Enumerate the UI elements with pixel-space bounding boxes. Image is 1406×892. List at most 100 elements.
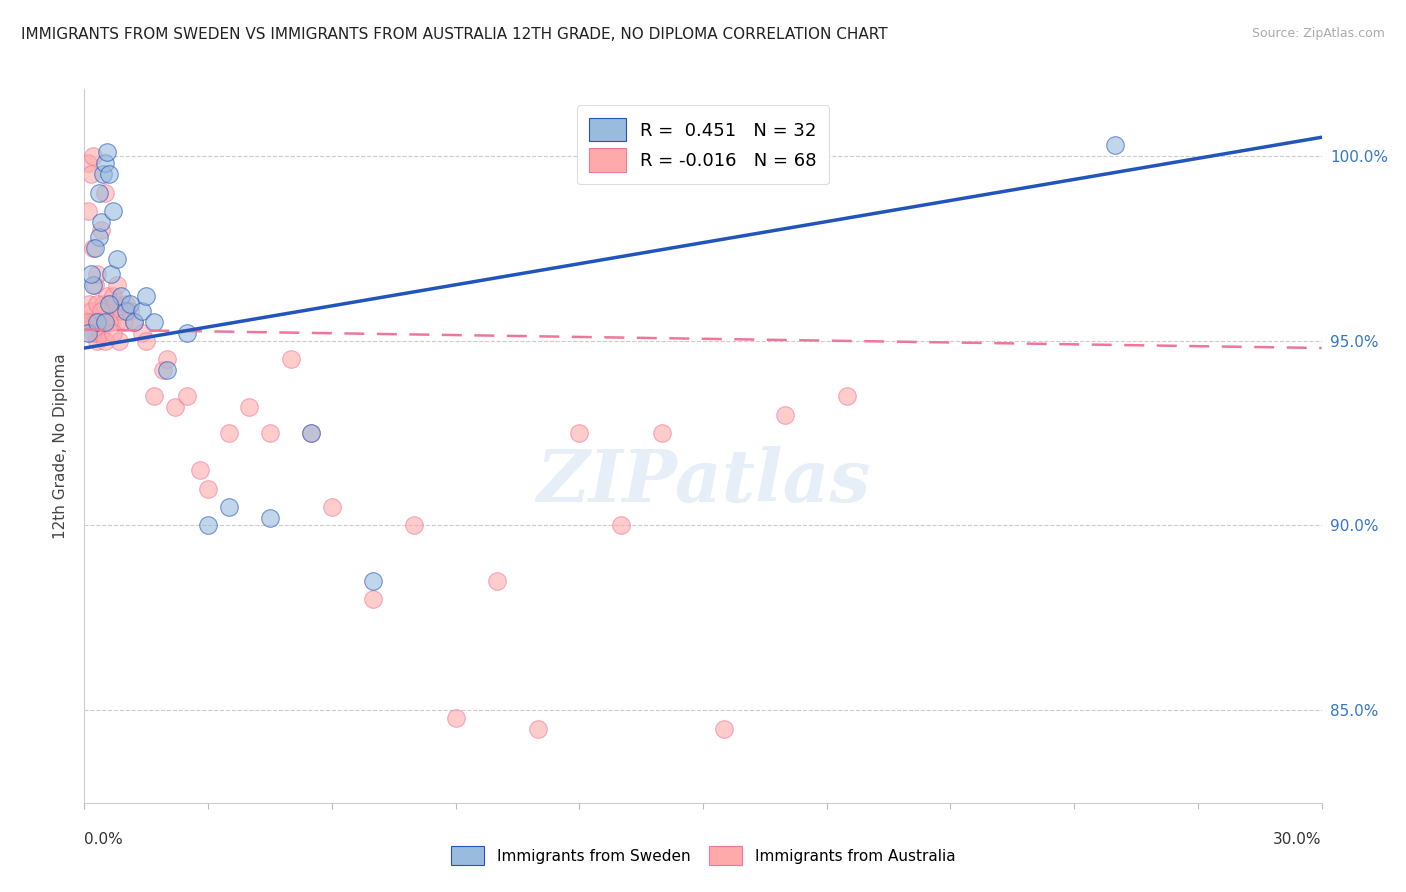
Point: [103, 326, 125, 341]
Point: [259, 511, 281, 525]
Point: [114, 304, 136, 318]
Y-axis label: 12th Grade, No Diploma: 12th Grade, No Diploma: [53, 353, 69, 539]
Point: [568, 425, 591, 440]
Point: [83, 315, 105, 329]
Point: [404, 518, 426, 533]
Point: [165, 400, 187, 414]
Point: [98, 315, 121, 329]
Point: [259, 425, 281, 440]
Point: [218, 425, 240, 440]
Point: [775, 408, 797, 422]
Point: [103, 204, 125, 219]
Text: Source: ZipAtlas.com: Source: ZipAtlas.com: [1251, 27, 1385, 40]
Point: [105, 315, 128, 329]
Point: [103, 289, 125, 303]
Point: [77, 326, 100, 341]
Point: [118, 304, 141, 318]
Legend: Immigrants from Sweden, Immigrants from Australia: Immigrants from Sweden, Immigrants from …: [444, 840, 962, 871]
Point: [87, 186, 110, 200]
Text: 0.0%: 0.0%: [84, 832, 124, 847]
Point: [82, 278, 104, 293]
Point: [197, 482, 219, 496]
Point: [90, 315, 112, 329]
Point: [131, 326, 153, 341]
Point: [280, 352, 302, 367]
Point: [131, 304, 153, 318]
Point: [82, 315, 104, 329]
Point: [83, 241, 105, 255]
Point: [98, 296, 121, 310]
Point: [94, 315, 117, 329]
Point: [104, 296, 127, 310]
Point: [79, 296, 101, 310]
Point: [122, 315, 145, 329]
Point: [361, 592, 384, 607]
Point: [86, 334, 108, 348]
Point: [143, 389, 166, 403]
Point: [79, 304, 101, 318]
Point: [609, 518, 631, 533]
Point: [91, 296, 114, 310]
Point: [87, 230, 110, 244]
Point: [112, 315, 135, 329]
Point: [135, 334, 157, 348]
Point: [100, 315, 122, 329]
Point: [527, 722, 550, 736]
Point: [197, 518, 219, 533]
Point: [837, 389, 859, 403]
Point: [122, 315, 145, 329]
Text: ZIPatlas: ZIPatlas: [536, 446, 870, 517]
Point: [79, 167, 101, 181]
Point: [82, 326, 104, 341]
Point: [152, 363, 174, 377]
Point: [444, 711, 467, 725]
Point: [118, 296, 141, 310]
Point: [299, 425, 322, 440]
Point: [110, 304, 132, 318]
Point: [86, 296, 108, 310]
Point: [100, 267, 122, 281]
Point: [90, 223, 112, 237]
Point: [90, 326, 112, 341]
Point: [105, 278, 128, 293]
Point: [361, 574, 384, 588]
Point: [485, 574, 508, 588]
Point: [110, 289, 132, 303]
Point: [83, 278, 105, 293]
Point: [75, 315, 97, 329]
Point: [156, 363, 179, 377]
Point: [188, 463, 211, 477]
Point: [98, 167, 121, 181]
Point: [84, 326, 107, 341]
Point: [98, 296, 121, 310]
Point: [299, 425, 322, 440]
Text: 30.0%: 30.0%: [1274, 832, 1322, 847]
Point: [96, 289, 118, 303]
Point: [79, 267, 101, 281]
Point: [238, 400, 260, 414]
Point: [651, 425, 673, 440]
Point: [176, 389, 198, 403]
Point: [135, 289, 157, 303]
Point: [94, 315, 117, 329]
Point: [82, 241, 104, 255]
Point: [218, 500, 240, 514]
Point: [91, 167, 114, 181]
Point: [108, 334, 131, 348]
Point: [94, 186, 117, 200]
Point: [1104, 137, 1126, 152]
Point: [82, 149, 104, 163]
Point: [114, 296, 136, 310]
Point: [90, 304, 112, 318]
Point: [94, 156, 117, 170]
Point: [77, 315, 100, 329]
Point: [321, 500, 343, 514]
Point: [87, 315, 110, 329]
Point: [94, 334, 117, 348]
Point: [86, 267, 108, 281]
Point: [713, 722, 735, 736]
Point: [89, 326, 111, 341]
Point: [156, 352, 179, 367]
Text: IMMIGRANTS FROM SWEDEN VS IMMIGRANTS FROM AUSTRALIA 12TH GRADE, NO DIPLOMA CORRE: IMMIGRANTS FROM SWEDEN VS IMMIGRANTS FRO…: [21, 27, 887, 42]
Point: [77, 204, 100, 219]
